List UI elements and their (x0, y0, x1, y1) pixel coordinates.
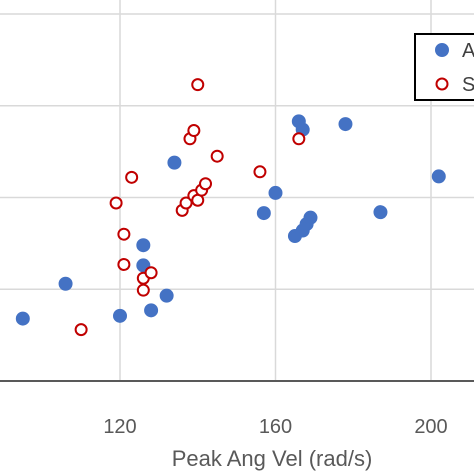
point-s-18 (253, 165, 267, 179)
point-a-3 (136, 238, 151, 253)
point-a-0 (15, 311, 30, 326)
data-points (15, 78, 446, 337)
x-tick-label-120: 120 (103, 416, 136, 438)
x-tick-label-200: 200 (414, 416, 447, 438)
point-s-9 (179, 196, 193, 210)
x-tick-label-160: 160 (259, 416, 292, 438)
point-s-15 (199, 177, 213, 191)
point-s-11 (187, 124, 201, 138)
point-s-19 (292, 132, 306, 146)
point-a-2 (113, 308, 127, 323)
legend-marker-s (435, 77, 449, 91)
point-s-17 (210, 149, 224, 163)
point-s-2 (117, 227, 131, 241)
point-a-1 (58, 276, 73, 291)
point-a-18 (431, 169, 446, 184)
point-a-6 (159, 288, 174, 303)
point-s-16 (191, 78, 205, 92)
point-a-13 (303, 210, 318, 225)
point-s-1 (109, 196, 123, 210)
point-a-8 (256, 206, 271, 221)
gridlines (0, 0, 474, 381)
point-s-0 (74, 323, 88, 337)
point-a-7 (167, 155, 182, 170)
point-a-5 (144, 303, 159, 318)
point-a-9 (268, 185, 283, 200)
legend-label-s: S (462, 74, 474, 96)
x-tick-labels: 120 160 200 (103, 416, 447, 438)
x-axis-title: Peak Ang Vel (rad/s) (172, 446, 373, 471)
point-a-16 (338, 117, 353, 132)
point-a-17 (373, 205, 388, 220)
point-s-6 (136, 283, 150, 297)
legend-label-a: A (462, 40, 474, 62)
legend-marker-a (435, 43, 449, 57)
point-s-3 (117, 257, 131, 271)
point-s-7 (144, 266, 158, 280)
point-s-4 (125, 170, 139, 184)
legend: AS (414, 33, 474, 101)
